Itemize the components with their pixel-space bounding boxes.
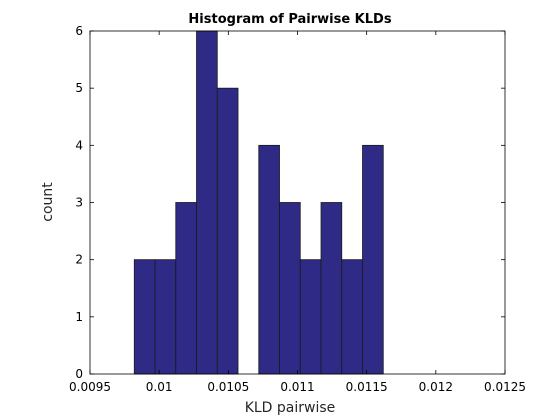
x-tick-label: 0.0125: [484, 380, 526, 394]
x-axis: 0.0095 0.01 0.0105 0.011 0.0115 0.012 0.0125: [69, 31, 526, 394]
histogram-bar-11: [362, 144, 384, 375]
histogram-bar-10: [341, 259, 363, 375]
x-tick-label: 0.0105: [207, 380, 249, 394]
y-tick-label: 5: [75, 81, 83, 95]
bars-group: [133, 30, 384, 375]
y-axis-label: count: [40, 182, 56, 222]
y-tick-label: 2: [75, 253, 83, 267]
histogram-bar-9: [320, 202, 343, 375]
x-tick-label: 0.012: [419, 380, 453, 394]
histogram-bar-4: [216, 87, 239, 375]
chart-title: Histogram of Pairwise KLDs: [188, 12, 391, 27]
y-axis: 0 1 2 3 4 5 6: [75, 24, 505, 381]
histogram-bar-6: [258, 144, 280, 375]
x-tick-label: 0.0115: [346, 380, 388, 394]
histogram-bar-2: [175, 202, 197, 375]
x-axis-label: KLD pairwise: [245, 400, 336, 416]
histogram-bar-1: [154, 259, 177, 375]
y-tick-label: 0: [75, 367, 83, 381]
x-tick-label: 0.01: [146, 380, 173, 394]
y-tick-label: 6: [75, 24, 83, 38]
histogram-bar-3: [196, 30, 218, 375]
y-tick-label: 3: [75, 196, 83, 210]
x-tick-label: 0.011: [280, 380, 314, 394]
histogram-bar-0: [133, 259, 156, 375]
y-tick-label: 4: [75, 138, 83, 152]
x-tick-label: 0.0095: [69, 380, 111, 394]
histogram-bar-8: [299, 259, 322, 375]
y-tick-label: 1: [75, 310, 83, 324]
histogram-bar-7: [279, 202, 301, 375]
